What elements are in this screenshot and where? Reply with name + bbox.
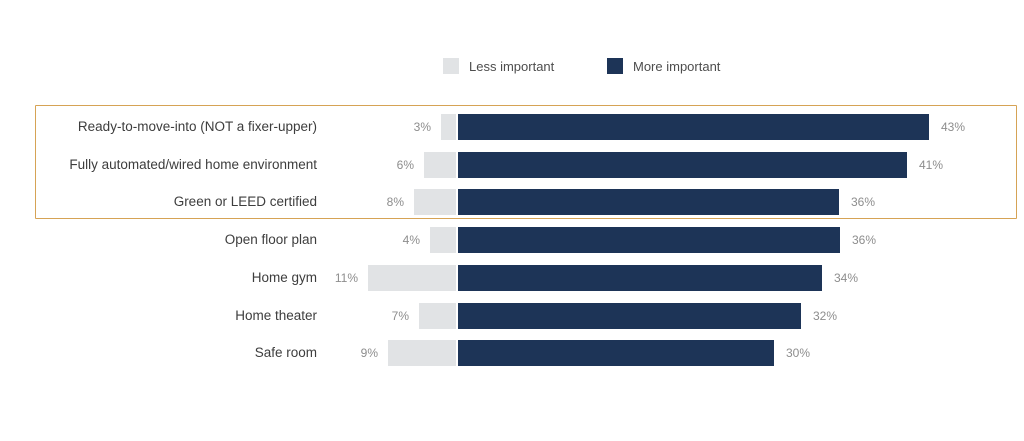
- table-row: Home theater 7% 32%: [0, 303, 1024, 329]
- category-label: Open floor plan: [224, 232, 317, 247]
- legend-label-less-important: Less important: [469, 58, 555, 74]
- category-label: Fully automated/wired home environment: [69, 157, 317, 172]
- table-row: Ready-to-move-into (NOT a fixer-upper) 3…: [0, 114, 1024, 140]
- legend-item-more-important: More important: [607, 58, 720, 74]
- less-value-label: 3%: [413, 120, 431, 134]
- category-label: Safe room: [254, 345, 317, 360]
- category-label: Home theater: [235, 308, 317, 323]
- more-value-label: 36%: [852, 233, 877, 247]
- legend-swatch-more-important: [607, 58, 623, 74]
- table-row: Open floor plan 4% 36%: [0, 227, 1024, 253]
- more-value-label: 30%: [786, 346, 811, 360]
- less-important-bar: [419, 303, 456, 329]
- more-important-bar: [458, 189, 839, 215]
- more-important-bar: [458, 303, 801, 329]
- less-value-label: 7%: [391, 309, 409, 323]
- table-row: Fully automated/wired home environment 6…: [0, 152, 1024, 178]
- less-important-bar: [388, 340, 456, 366]
- more-value-label: 41%: [919, 158, 944, 172]
- table-row: Green or LEED certified 8% 36%: [0, 189, 1024, 215]
- category-label: Ready-to-move-into (NOT a fixer-upper): [77, 119, 317, 134]
- table-row: Safe room 9% 30%: [0, 340, 1024, 366]
- category-label: Green or LEED certified: [173, 194, 317, 209]
- less-value-label: 6%: [396, 158, 414, 172]
- more-important-bar: [458, 114, 929, 140]
- more-important-bar: [458, 340, 774, 366]
- category-label: Home gym: [251, 270, 317, 285]
- less-value-label: 11%: [334, 271, 358, 285]
- less-important-bar: [424, 152, 456, 178]
- legend-swatch-less-important: [443, 58, 459, 74]
- less-value-label: 8%: [386, 195, 404, 209]
- legend-label-more-important: More important: [633, 58, 721, 74]
- less-important-bar: [430, 227, 456, 253]
- less-important-bar: [368, 265, 456, 291]
- more-value-label: 43%: [941, 120, 966, 134]
- less-value-label: 9%: [360, 346, 378, 360]
- more-value-label: 32%: [813, 309, 838, 323]
- more-important-bar: [458, 152, 907, 178]
- table-row: Home gym 11% 34%: [0, 265, 1024, 291]
- more-important-bar: [458, 227, 840, 253]
- more-important-bar: [458, 265, 822, 291]
- legend-item-less-important: Less important: [443, 58, 554, 74]
- less-important-bar: [414, 189, 456, 215]
- more-value-label: 36%: [851, 195, 876, 209]
- less-value-label: 4%: [402, 233, 420, 247]
- less-important-bar: [441, 114, 456, 140]
- more-value-label: 34%: [834, 271, 859, 285]
